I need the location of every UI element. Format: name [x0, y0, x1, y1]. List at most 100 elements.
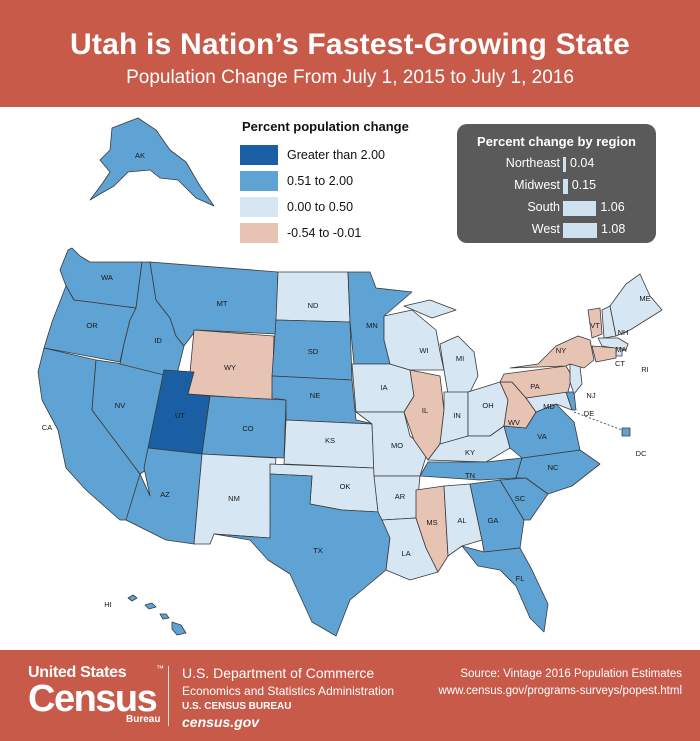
agency-block: U.S. Department of Commerce Economics an…	[182, 665, 394, 730]
state-ct	[591, 345, 617, 363]
state-de	[565, 391, 577, 411]
state-label-de: DE	[584, 409, 594, 418]
state-label-sd: SD	[308, 347, 319, 356]
state-label-ga: GA	[488, 516, 499, 525]
region-name: Midwest	[514, 178, 560, 192]
legend: Percent population change Greater than 2…	[240, 119, 440, 246]
region-value: 0.04	[570, 156, 595, 170]
source-text: Source: Vintage 2016 Population Estimate…	[460, 668, 682, 680]
region-name: Northeast	[505, 156, 560, 170]
region-value: 0.15	[571, 178, 597, 192]
region-row-northeast: Northeast 0.04	[457, 155, 656, 173]
state-tx	[213, 473, 391, 637]
region-name: West	[531, 222, 560, 236]
dc-pointer-line	[573, 411, 623, 431]
state-label-la: LA	[401, 549, 410, 558]
legend-item: Greater than 2.00	[240, 142, 440, 168]
state-label-mi: MI	[456, 354, 464, 363]
region-bar	[563, 223, 597, 238]
state-nd	[275, 271, 351, 323]
state-label-pa: PA	[530, 382, 539, 391]
state-label-va: VA	[537, 432, 546, 441]
page-subtitle: Population Change From July 1, 2015 to J…	[126, 67, 574, 88]
state-label-nj: NJ	[586, 391, 595, 400]
state-label-tn: TN	[465, 471, 475, 480]
state-al	[443, 483, 483, 557]
state-label-nv: NV	[115, 401, 125, 410]
state-label-nc: NC	[548, 463, 559, 472]
state-label-ky: KY	[465, 448, 475, 457]
region-value: 1.08	[601, 222, 626, 236]
state-label-mn: MN	[366, 321, 378, 330]
legend-item: 0.51 to 2.00	[240, 168, 440, 194]
state-label-ms: MS	[426, 518, 437, 527]
state-me	[609, 273, 663, 337]
region-row-west: West 1.08	[457, 221, 656, 239]
legend-item: 0.00 to 0.50	[240, 194, 440, 220]
logo-trademark: ™	[156, 664, 164, 673]
logo-text-line3: Bureau	[126, 714, 161, 725]
state-label-ct: CT	[615, 359, 625, 368]
source-block: Source: Vintage 2016 Population Estimate…	[438, 668, 682, 697]
state-label-ri: RI	[641, 365, 649, 374]
legend-swatch	[240, 171, 278, 191]
region-bar	[563, 157, 566, 172]
region-box-title: Percent change by region	[477, 134, 636, 149]
state-mi	[403, 299, 479, 395]
footer-banner: United States ™ Census Bureau U.S. Depar…	[0, 650, 700, 741]
state-label-tx: TX	[313, 546, 323, 555]
state-label-al: AL	[457, 516, 466, 525]
state-label-wv: WV	[508, 418, 520, 427]
site-link[interactable]: census.gov	[182, 714, 260, 730]
state-label-fl: FL	[516, 574, 525, 583]
state-label-dc: DC	[636, 449, 647, 458]
logo-text-line1: United States	[28, 664, 127, 681]
state-label-md: MD	[543, 402, 555, 411]
region-value: 1.06	[600, 200, 625, 214]
state-label-ne: NE	[310, 391, 320, 400]
state-wi	[383, 309, 445, 371]
state-vt	[587, 307, 603, 339]
region-row-south: South 1.06	[457, 199, 656, 217]
region-name: South	[527, 200, 560, 214]
legend-item: -0.54 to -0.01	[240, 220, 440, 246]
state-label-me: ME	[639, 294, 650, 303]
region-change-box: Percent change by region Northeast 0.04 …	[457, 124, 656, 243]
state-hi	[127, 594, 187, 636]
state-dc	[621, 427, 631, 437]
legend-label: Greater than 2.00	[287, 148, 385, 162]
state-label-ar: AR	[395, 492, 406, 501]
page-title: Utah is Nation’s Fastest-Growing State	[70, 28, 630, 61]
dept-name: U.S. Department of Commerce	[182, 665, 375, 681]
source-url[interactable]: www.census.gov/programs-surveys/popest.h…	[438, 685, 682, 697]
legend-label: -0.54 to -0.01	[287, 226, 362, 240]
state-pa	[499, 365, 573, 399]
state-label-hi: HI	[104, 600, 112, 609]
state-label-ia: IA	[380, 383, 387, 392]
state-label-mo: MO	[391, 441, 403, 450]
state-label-ak: AK	[135, 151, 145, 160]
state-label-az: AZ	[160, 490, 170, 499]
state-label-oh: OH	[482, 401, 493, 410]
state-nj	[569, 363, 583, 395]
state-label-wa: WA	[101, 273, 113, 282]
legend-label: 0.00 to 0.50	[287, 200, 354, 214]
region-bar	[563, 201, 597, 216]
state-label-nm: NM	[228, 494, 240, 503]
state-label-wi: WI	[419, 346, 428, 355]
state-label-id: ID	[154, 336, 162, 345]
state-label-ks: KS	[325, 436, 335, 445]
state-label-wy: WY	[224, 363, 236, 372]
header-banner: Utah is Nation’s Fastest-Growing State P…	[0, 0, 700, 107]
state-label-nd: ND	[308, 301, 319, 310]
state-fl	[461, 545, 549, 633]
state-label-ny: NY	[556, 346, 566, 355]
legend-swatch	[240, 223, 278, 243]
legend-label: 0.51 to 2.00	[287, 174, 354, 188]
state-ak	[89, 117, 215, 207]
region-bar	[563, 179, 568, 194]
bureau-name: U.S. CENSUS BUREAU	[182, 701, 292, 712]
state-label-ma: MA	[615, 345, 626, 354]
state-label-sc: SC	[515, 494, 526, 503]
state-label-vt: VT	[590, 321, 600, 330]
